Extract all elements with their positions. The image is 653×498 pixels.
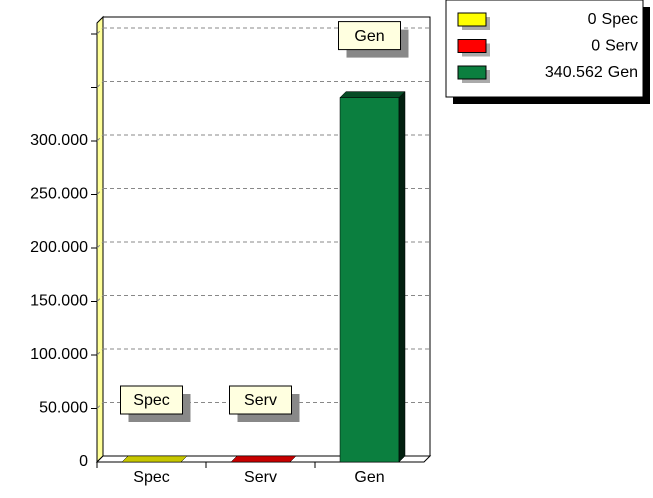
x-tick-label: Gen [354,469,384,486]
grid-line [96,295,104,302]
x-tick-label: Serv [244,469,277,486]
bar-top [230,455,297,463]
legend-swatch [457,12,487,27]
bar-label-box [120,385,183,415]
legend-value: 340.562 [545,64,603,81]
left-wall [96,15,104,464]
legend-value: 0 [588,11,597,28]
bar-top [121,455,188,463]
y-tick-label: 50.000 [39,400,88,417]
legend-entry: 0 Spec [588,11,638,28]
y-tick-label: 0 [79,453,88,470]
bar-label-box [229,385,292,415]
legend-name: Serv [605,38,638,55]
grid-line [96,241,104,249]
y-tick-label: 150.000 [30,293,88,310]
bar-top [339,91,406,98]
bar-side [180,455,188,463]
y-tick-label: 250.000 [30,186,88,203]
x-tick-label: Spec [133,469,169,486]
bar-side [289,455,297,463]
legend-swatch [457,65,487,80]
y-tick-label: 100.000 [30,346,88,363]
bar-label: Serv [244,392,277,409]
legend-value: 0 [591,38,600,55]
bar-label-box [338,21,401,51]
grid-line [96,81,104,88]
legend-entry: 340.562 Gen [545,64,638,81]
y-tick-label: 300.000 [30,132,88,149]
legend-name: Gen [608,64,638,81]
grid-line [96,402,104,409]
y-tick-label: 200.000 [30,239,88,256]
bar-label: Spec [133,392,169,409]
grid-line [96,188,104,195]
bar-label: Gen [354,28,384,45]
grid-line [96,134,104,142]
legend-name: Spec [602,11,638,28]
grid-line [96,348,104,356]
legend-swatch [457,39,487,53]
legend-entry: 0 Serv [591,38,638,55]
grid-line [96,27,104,35]
bar-front [339,97,400,463]
bar-side [398,90,406,463]
